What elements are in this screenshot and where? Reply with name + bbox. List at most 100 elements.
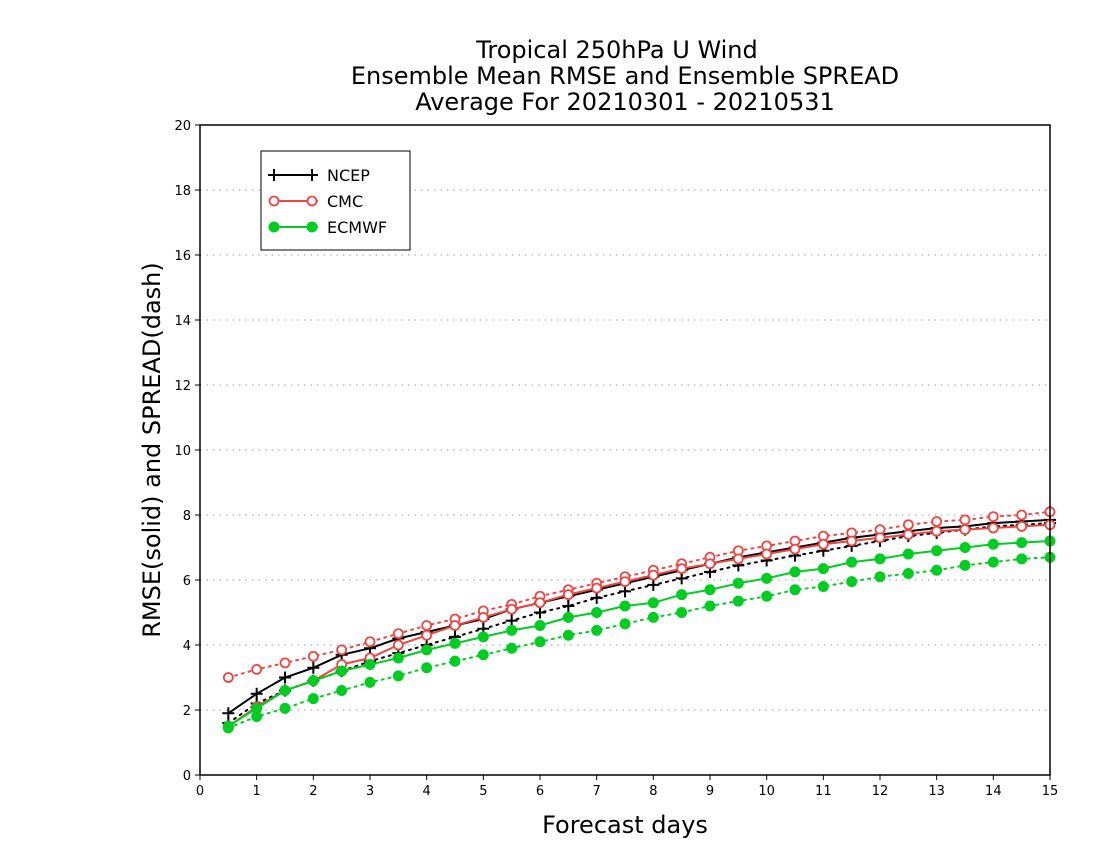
ecmwf-rmse-point [421,644,433,656]
title-line-1: Tropical 250hPa U Wind [475,36,758,64]
ecmwf-spread-point [534,636,546,648]
ecmwf-rmse-point [534,620,546,631]
ncep-spread-point [505,614,518,627]
ecmwf-spread-point [392,670,404,682]
y-tick-label: 6 [183,574,191,589]
ecmwf-rmse-point [562,611,574,623]
ecmwf-spread-point [647,611,659,623]
ecmwf-spread-point [959,559,971,571]
cmc-rmse-point [534,597,546,609]
ecmwf-rmse-point [817,563,829,575]
legend-item-ncep: NCEP [268,166,370,185]
x-tick-label: 10 [758,784,775,799]
cmc-rmse-point [421,629,433,641]
ncep-rmse-point [250,687,263,700]
ecmwf-rmse-point [307,675,319,687]
cmc-spread-point [222,672,234,683]
series-layer [222,506,1056,734]
ecmwf-spread-point [279,702,291,714]
ecmwf-spread-point [449,655,461,667]
cmc-rmse-point [817,538,829,550]
ecmwf-spread-line [227,556,1051,729]
ncep-rmse-point [222,707,235,720]
ecmwf-rmse-point [1016,537,1028,549]
ncep-spread-line [227,522,1051,724]
x-axis-label: Forecast days [542,811,708,839]
cmc-rmse-point [619,576,631,588]
y-tick-label: 4 [183,639,191,654]
title-line-3: Average For 20210301 - 20210531 [415,88,835,116]
ecmwf-spread-point [817,581,829,592]
x-tick-label: 8 [649,784,657,799]
legend-label-ecmwf: ECMWF [327,218,387,237]
ecmwf-spread-point [506,642,518,654]
cmc-rmse-point [732,553,744,565]
cmc-rmse-point [562,589,574,601]
legend-marker-ecmwf [268,221,280,233]
x-tick-label: 11 [815,784,832,799]
ecmwf-rmse-point [222,720,234,732]
y-tick-label: 10 [174,444,191,459]
y-tick-label: 12 [174,379,191,394]
ecmwf-rmse-point [392,652,404,664]
ecmwf-rmse-point [647,597,659,609]
x-tick-label: 2 [309,784,317,799]
x-tick-label: 4 [423,784,431,799]
x-tick-label: 7 [593,784,601,799]
y-tick-label: 20 [174,119,191,134]
x-tick-label: 3 [366,784,374,799]
legend-item-ecmwf: ECMWF [268,218,387,237]
cmc-rmse-point [846,535,858,547]
cmc-spread-point [959,514,971,526]
ecmwf-spread-point [789,584,801,596]
x-axis-ticks: 0 1 2 3 4 5 6 7 8 9 10 11 12 13 14 15 [196,775,1058,799]
cmc-spread-point [902,519,914,531]
cmc-spread-point [931,516,943,527]
cmc-rmse-point [704,558,716,570]
ecmwf-spread-point [761,590,773,602]
cmc-spread-point [251,663,263,675]
x-tick-label: 5 [479,784,487,799]
legend-marker-ncep [306,169,318,181]
cmc-rmse-point [987,522,999,534]
ncep-rmse-point [307,661,320,674]
cmc-rmse-point [477,611,489,623]
legend-item-cmc: CMC [268,192,363,211]
ecmwf-rmse-point [449,637,461,649]
y-tick-label: 2 [183,704,191,719]
ecmwf-rmse-point [619,600,631,612]
cmc-rmse-point [874,532,886,544]
ecmwf-rmse-point [789,566,801,578]
cmc-spread-point [1016,509,1028,521]
x-tick-label: 14 [985,784,1002,799]
ecmwf-spread-point [1016,553,1028,565]
cmc-rmse-point [902,529,914,540]
legend-marker-cmc [306,195,318,207]
cmc-spread-point [279,657,291,669]
ecmwf-rmse-point [506,624,518,636]
ecmwf-rmse-point [846,556,858,568]
ecmwf-rmse-point [959,542,971,553]
x-tick-label: 0 [196,784,204,799]
ecmwf-rmse-point [251,702,263,714]
ecmwf-rmse-point [761,572,773,584]
ecmwf-rmse-point [987,538,999,550]
legend-label-ncep: NCEP [327,166,370,185]
cmc-rmse-point [761,548,773,560]
series-ncep [222,513,1056,729]
y-tick-label: 0 [183,769,191,784]
ecmwf-rmse-point [704,584,716,596]
series-cmc [222,506,1056,732]
ecmwf-spread-point [421,662,433,674]
title-line-2: Ensemble Mean RMSE and Ensemble SPREAD [351,62,899,90]
plot-frame [199,124,1051,776]
ecmwf-spread-point [987,556,999,568]
ecmwf-spread-point [902,568,914,579]
ncep-rmse-line [227,518,1051,715]
cmc-rmse-point [1016,520,1028,532]
cmc-spread-point [392,628,404,640]
ecmwf-rmse-point [591,607,603,618]
cmc-rmse-point [392,639,404,651]
ecmwf-spread-point [676,607,688,618]
